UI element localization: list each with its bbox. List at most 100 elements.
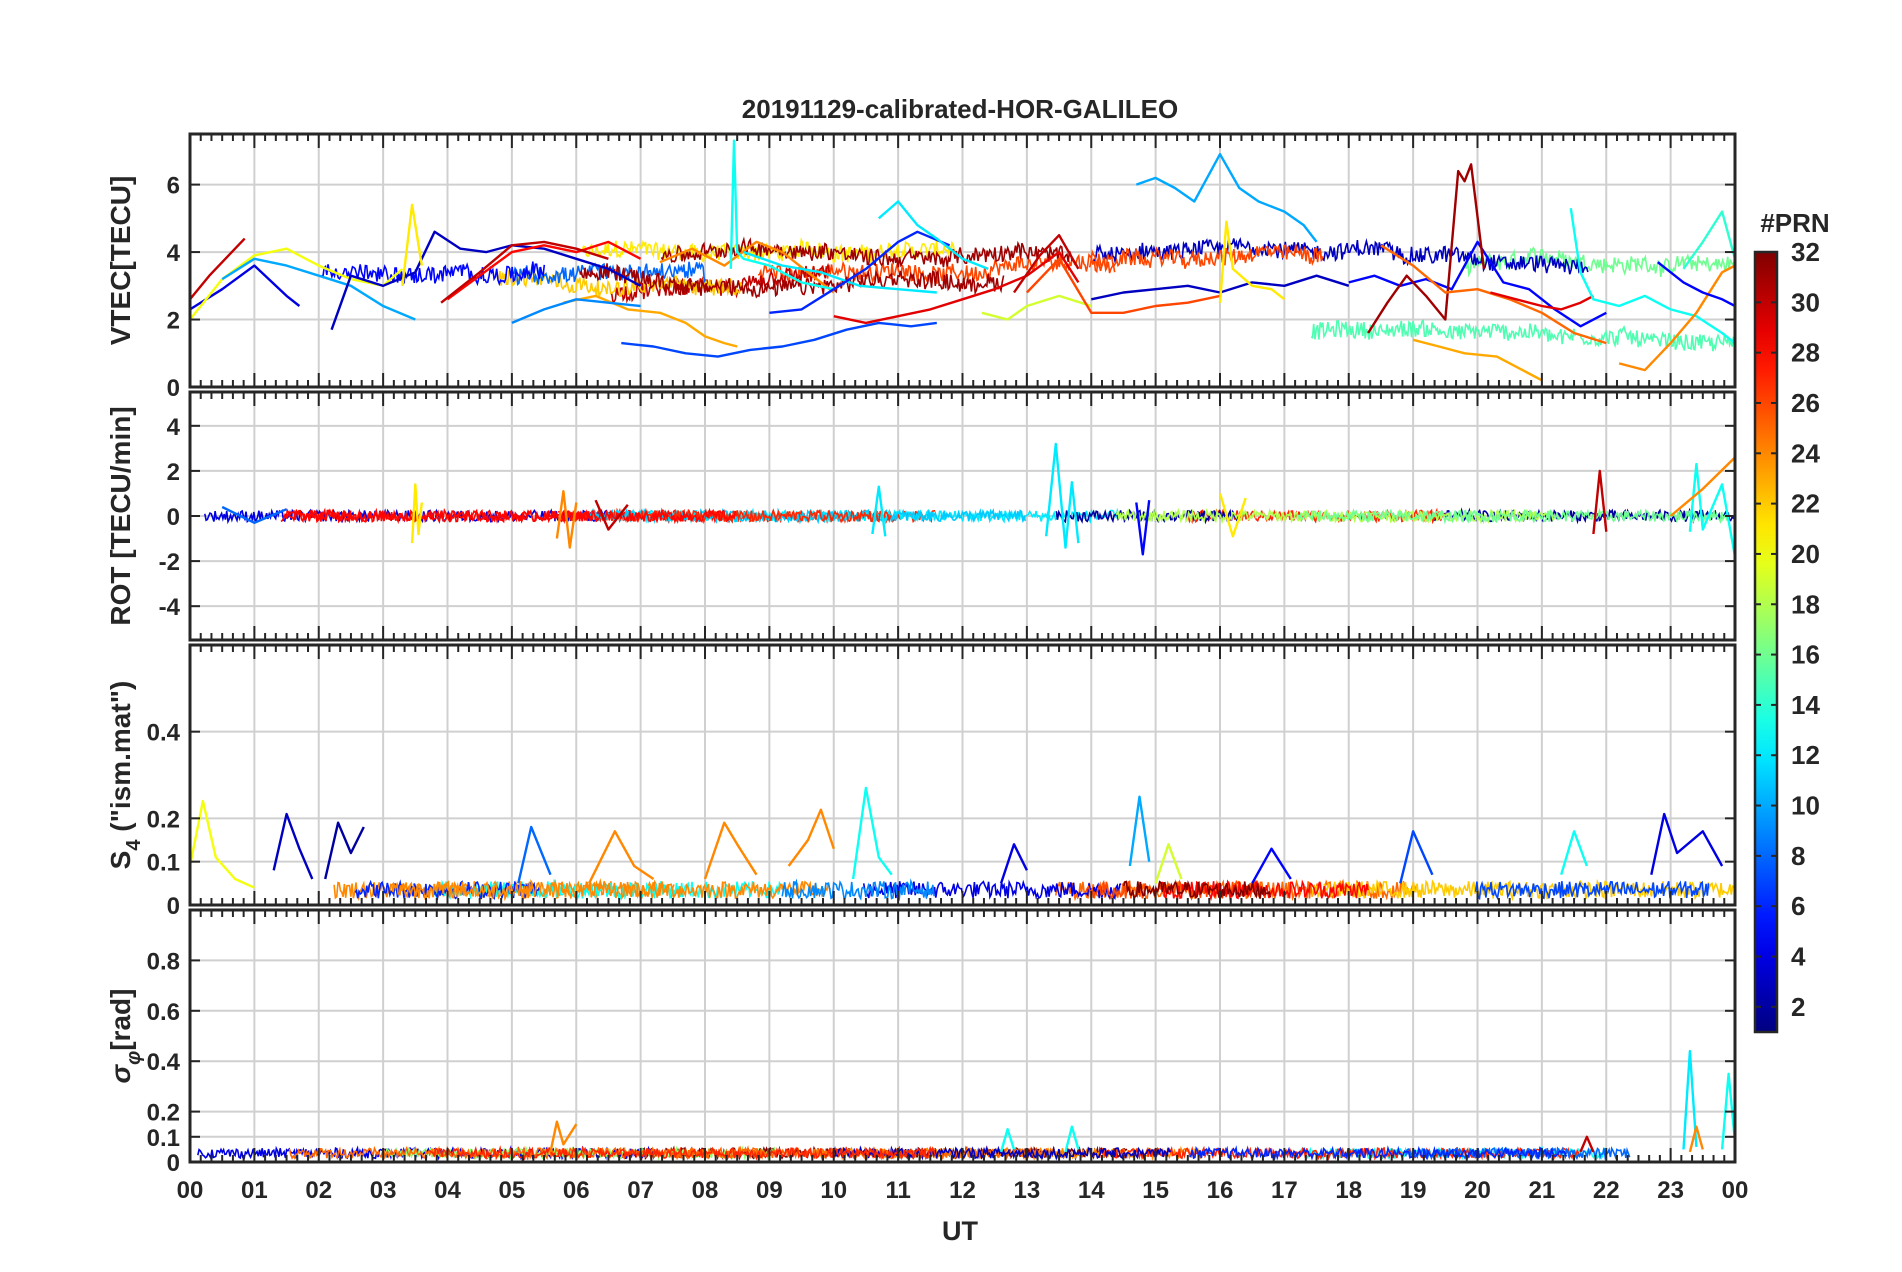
series-line-prn-13: [999, 1127, 1016, 1153]
series-line-prn-30: [1579, 1135, 1595, 1153]
noise-trace: [428, 1145, 937, 1161]
y-tick-label: 0: [167, 375, 180, 402]
x-tick-label: 14: [1078, 1177, 1105, 1204]
colorbar-tick-label: 10: [1791, 791, 1820, 821]
y-tick-labels: -4 -2 0 2 4: [159, 414, 1735, 621]
y-tick-labels: 00.10.2 0.4 0.6 0.8: [147, 948, 1735, 1177]
series-line-prn-24: [555, 490, 578, 549]
series-line-prn-3: [272, 812, 314, 880]
series-line-prn-14: [1682, 210, 1735, 270]
x-tick-label: 08: [692, 1177, 719, 1204]
x-tick-label: 23: [1657, 1177, 1684, 1204]
x-tick-label: 22: [1593, 1177, 1620, 1204]
y-tick-label: 0.2: [147, 1100, 180, 1127]
series-line-prn-23: [1412, 338, 1543, 382]
series-line-prn-19: [981, 294, 1092, 321]
series-line-prn-21: [1218, 493, 1247, 538]
series-line-prn-13: [729, 139, 835, 291]
series-line-prn-30: [594, 499, 629, 531]
background-traces: [320, 236, 1735, 352]
series-line-prn-23: [563, 294, 738, 348]
series-line-prn-13: [851, 786, 893, 880]
x-tick-label: 02: [305, 1177, 332, 1204]
x-tick-label: 03: [370, 1177, 397, 1204]
y-tick-label: 0.8: [147, 948, 180, 975]
noise-trace: [1088, 244, 1324, 270]
grid: [190, 645, 1735, 905]
series-line-prn-5: [1135, 500, 1151, 556]
series-line-prn-5: [1251, 847, 1292, 884]
series-line-prn-10: [221, 257, 416, 321]
x-tick-label: 21: [1529, 1177, 1556, 1204]
x-tick-label: 19: [1400, 1177, 1427, 1204]
background-traces: [333, 878, 1735, 902]
series-line-prn-24: [659, 240, 835, 294]
colorbar-tick-label: 20: [1791, 539, 1820, 569]
series-line-prn-28: [446, 240, 642, 301]
series-group: [190, 786, 1724, 889]
noise-trace: [1093, 237, 1589, 275]
series-line-prn-21: [410, 483, 423, 544]
noise-trace: [1433, 507, 1735, 525]
y-tick-label: 2: [167, 459, 180, 486]
background-traces: [204, 507, 1735, 525]
noise-trace: [781, 878, 935, 902]
x-tick-label: 10: [820, 1177, 847, 1204]
noise-trace: [660, 236, 1073, 268]
y-tick-labels: 0 0.1 0.2 0.4: [147, 720, 1735, 920]
series-line-prn-7: [621, 321, 937, 358]
colorbar-tick-label: 30: [1791, 287, 1820, 317]
y-axis-label: S4 ("ism.mat"): [105, 681, 145, 870]
y-tick-label: 0.6: [147, 999, 180, 1026]
noise-trace: [1115, 507, 1555, 525]
series-line-prn-29: [833, 250, 1080, 325]
colorbar-tick-label: 32: [1791, 237, 1820, 267]
x-tick-label: 13: [1014, 1177, 1041, 1204]
y-tick-label: 0.2: [147, 806, 180, 833]
noise-trace: [1186, 507, 1446, 525]
series-line-prn-8: [517, 825, 552, 884]
series-line-prn-13: [1064, 1125, 1080, 1153]
series-line-prn-26: [1026, 257, 1221, 314]
y-tick-label: 0: [167, 893, 180, 920]
colorbar-tick-label: 26: [1791, 388, 1820, 418]
colorbar-tick-label: 8: [1791, 841, 1805, 871]
colorbar-label: #PRN: [1760, 208, 1829, 238]
series-line-prn-5: [1657, 261, 1735, 308]
grid: [190, 910, 1735, 1162]
noise-trace: [1299, 1145, 1610, 1161]
x-tick-label: 18: [1335, 1177, 1362, 1204]
noise-trace: [634, 507, 892, 525]
chart-title: 20191129-calibrated-HOR-GALILEO: [742, 94, 1178, 124]
series-line-prn-24: [549, 1120, 578, 1153]
series-line-prn-21: [401, 203, 423, 286]
y-tick-labels: 0 2 4 6: [167, 173, 1735, 402]
y-tick-label: 0.4: [147, 720, 181, 747]
x-ticks: [189, 645, 1736, 905]
panel-sigma_phi: 00.10.2 0.4 0.6 0.8σφ[rad]: [105, 908, 1737, 1177]
series-line-prn-24: [787, 808, 835, 867]
y-tick-label: -4: [159, 594, 181, 621]
series-line-prn-12: [878, 200, 989, 271]
y-tick-label: 6: [167, 173, 180, 200]
y-tick-label: 0: [167, 1150, 180, 1177]
series-line-prn-12: [871, 485, 887, 537]
x-tick-label: 07: [627, 1177, 654, 1204]
series-line-prn-21: [1218, 220, 1286, 303]
y-tick-label: 0.4: [147, 1049, 181, 1076]
x-ticks: [189, 392, 1736, 640]
series-line-prn-29: [1490, 291, 1594, 311]
series-line-prn-20: [190, 799, 255, 889]
series-line-prn-12: [1045, 442, 1080, 549]
background-traces: [197, 1145, 1631, 1162]
colorbar-tick-label: 24: [1791, 438, 1820, 468]
colorbar-tick-label: 4: [1791, 942, 1806, 972]
y-tick-label: 0: [167, 504, 180, 531]
x-tick-label: 20: [1464, 1177, 1491, 1204]
series-line-prn-5: [1348, 240, 1607, 328]
y-axis-label: VTEC[TECU]: [105, 176, 136, 346]
series-line-prn-4: [1650, 812, 1724, 875]
